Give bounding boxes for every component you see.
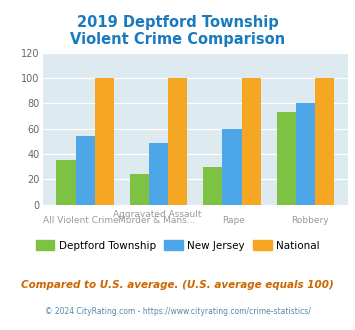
Text: Aggravated Assault: Aggravated Assault: [113, 210, 201, 218]
Bar: [223, 129, 241, 205]
Text: © 2024 CityRating.com - https://www.cityrating.com/crime-statistics/: © 2024 CityRating.com - https://www.city…: [45, 307, 310, 316]
Bar: [95, 78, 114, 205]
Bar: [241, 78, 261, 205]
Text: All Violent Crime: All Violent Crime: [43, 216, 119, 225]
Bar: [277, 112, 296, 205]
Legend: Deptford Township, New Jersey, National: Deptford Township, New Jersey, National: [32, 236, 323, 255]
Text: Compared to U.S. average. (U.S. average equals 100): Compared to U.S. average. (U.S. average …: [21, 280, 334, 290]
Bar: [76, 136, 95, 205]
Bar: [130, 174, 149, 205]
Bar: [296, 103, 315, 205]
Bar: [149, 143, 168, 205]
Bar: [203, 167, 223, 205]
Bar: [315, 78, 334, 205]
Text: Murder & Mans...: Murder & Mans...: [119, 216, 196, 225]
Text: 2019 Deptford Township
Violent Crime Comparison: 2019 Deptford Township Violent Crime Com…: [70, 15, 285, 47]
Text: Robbery: Robbery: [291, 216, 328, 225]
Bar: [56, 160, 76, 205]
Bar: [168, 78, 187, 205]
Text: Rape: Rape: [222, 216, 245, 225]
